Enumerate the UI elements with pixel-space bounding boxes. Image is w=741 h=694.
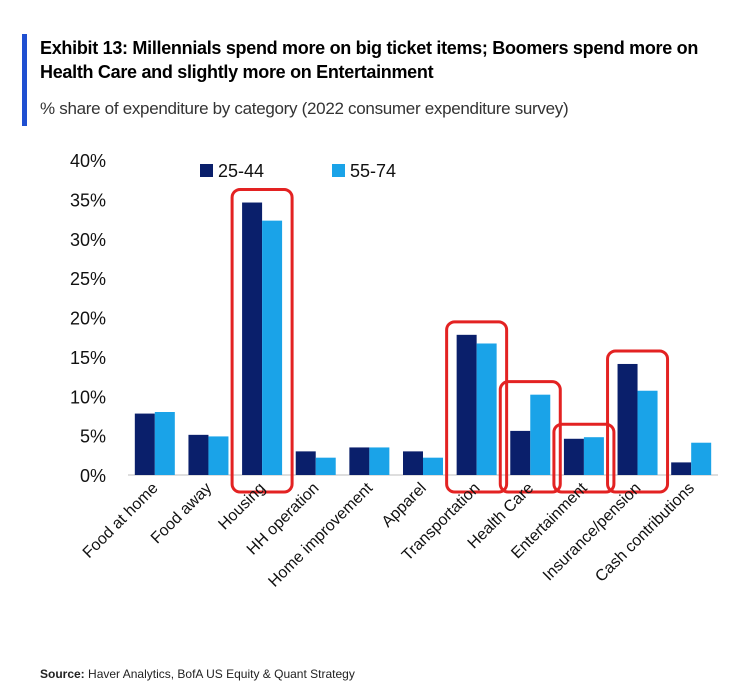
legend-swatch-55-74: [332, 164, 345, 177]
bar-55-74: [423, 457, 443, 475]
y-tick-label: 15%: [70, 348, 106, 368]
bar-55-74: [208, 436, 229, 475]
bar-25-44: [188, 434, 209, 475]
highlight-box: [606, 349, 670, 494]
source-text: Haver Analytics, BofA US Equity & Quant …: [88, 667, 355, 681]
bar-55-74: [315, 457, 336, 475]
y-tick-label: 10%: [70, 387, 106, 407]
highlight-box: [230, 188, 294, 494]
y-tick-label: 30%: [70, 230, 106, 250]
x-category-label: Cash contributions: [592, 480, 698, 586]
bar-55-74: [262, 220, 283, 475]
x-category-label: Housing: [215, 480, 269, 534]
bar-chart: 0%5%10%15%20%25%30%35%40%Food at homeFoo…: [70, 151, 718, 591]
legend-swatch-25-44: [200, 164, 213, 177]
y-tick-label: 5%: [80, 427, 106, 447]
bar-25-44: [295, 451, 316, 475]
bar-25-44: [510, 430, 531, 475]
bar-55-74: [476, 343, 497, 475]
source-label: Source:: [40, 667, 85, 681]
bar-55-74: [154, 412, 175, 475]
bar-55-74: [691, 442, 712, 475]
chart-subtitle: % share of expenditure by category (2022…: [40, 99, 569, 118]
highlight-box: [445, 320, 509, 494]
y-tick-label: 20%: [70, 309, 106, 329]
bar-25-44: [134, 413, 155, 475]
bar-25-44: [403, 451, 423, 475]
x-category-label: Insurance/pension: [540, 480, 644, 584]
bar-25-44: [349, 447, 370, 475]
x-category-label: Food at home: [80, 480, 162, 562]
highlight-box: [552, 422, 616, 494]
y-tick-label: 40%: [70, 151, 106, 171]
bar-55-74: [637, 390, 658, 475]
bar-55-74: [530, 394, 551, 475]
bar-55-74: [583, 437, 604, 475]
x-category-label: Apparel: [379, 480, 430, 531]
bar-25-44: [456, 334, 477, 475]
highlight-box: [498, 380, 562, 494]
chart-title: Exhibit 13: Millennials spend more on bi…: [40, 38, 699, 82]
x-category-label: Home improvement: [265, 479, 376, 590]
bar-25-44: [617, 363, 638, 475]
title-accent-bar: [22, 34, 27, 126]
bar-25-44: [242, 202, 263, 475]
y-tick-label: 0%: [80, 466, 106, 486]
legend-label: 55-74: [350, 161, 396, 181]
bar-55-74: [369, 447, 390, 475]
bar-25-44: [671, 462, 692, 475]
y-tick-label: 35%: [70, 190, 106, 210]
source-note: Source: Haver Analytics, BofA US Equity …: [40, 667, 355, 681]
y-tick-label: 25%: [70, 269, 106, 289]
legend-label: 25-44: [218, 161, 264, 181]
bar-25-44: [563, 438, 584, 475]
